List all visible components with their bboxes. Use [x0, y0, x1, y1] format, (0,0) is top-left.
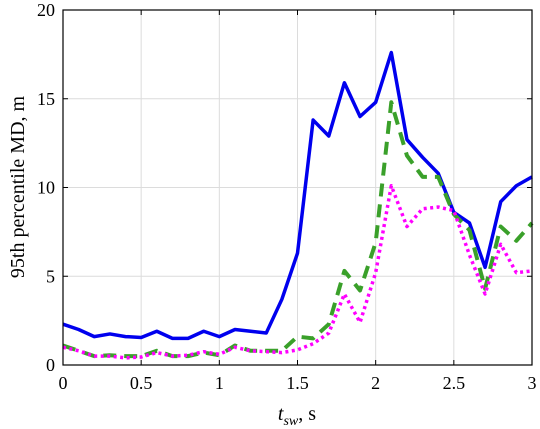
x-axis-label-unit: , s [298, 403, 316, 425]
x-axis-label: tsw, s [278, 403, 316, 429]
x-tick-label: 1 [215, 373, 224, 393]
x-tick-label: 0.5 [130, 373, 153, 393]
axis-ticks [62, 9, 533, 366]
y-tick-label: 15 [37, 89, 55, 109]
grid-lines [62, 9, 533, 366]
x-tick-labels: 0 0.5 1 1.5 2 2.5 3 [59, 373, 537, 393]
x-tick-label: 0 [59, 373, 68, 393]
y-tick-label: 5 [46, 266, 55, 286]
x-tick-label: 3 [528, 373, 537, 393]
series-layer [62, 50, 534, 360]
x-tick-label: 2.5 [443, 373, 466, 393]
series-line-dotted [62, 183, 533, 360]
x-axis-label-main: t [278, 403, 284, 425]
x-axis-label-sub: sw [283, 414, 298, 429]
y-tick-label: 10 [37, 178, 55, 198]
x-tick-label: 2 [371, 373, 380, 393]
y-axis-label: 95th percentile MD, m [7, 95, 29, 278]
x-tick-label: 1.5 [286, 373, 309, 393]
y-tick-label: 20 [37, 0, 55, 20]
y-tick-labels: 0 5 10 15 20 [37, 0, 55, 375]
y-tick-label: 0 [46, 355, 55, 375]
